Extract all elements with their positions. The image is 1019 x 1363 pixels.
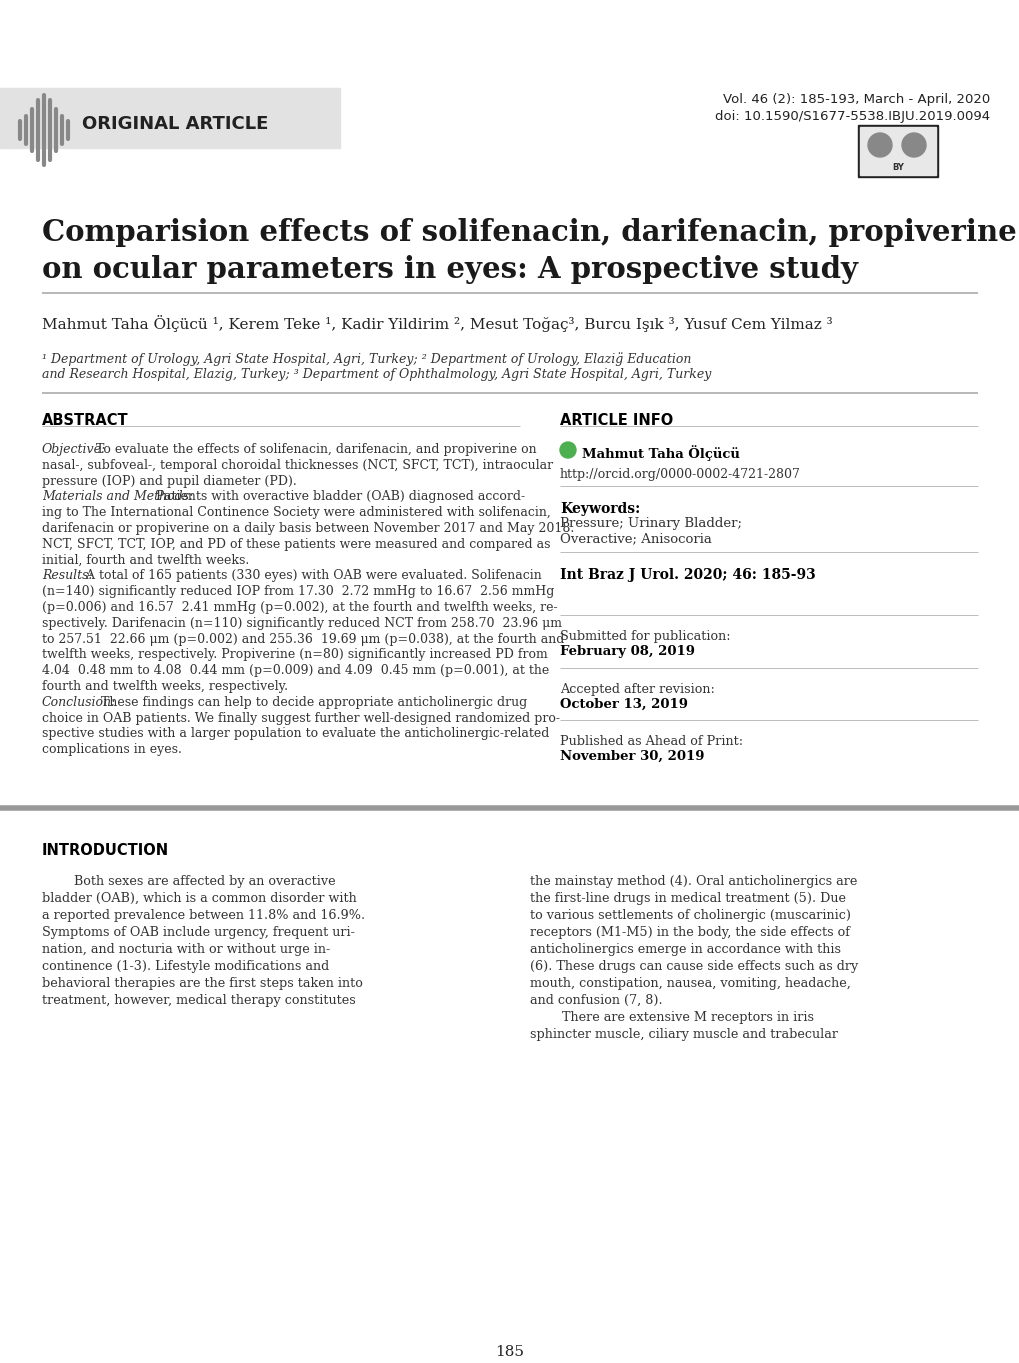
Text: Comparision effects of solifenacin, darifenacin, propiverine: Comparision effects of solifenacin, dari… [42, 218, 1016, 247]
Circle shape [901, 134, 925, 157]
Text: treatment, however, medical therapy constitutes: treatment, however, medical therapy cons… [42, 994, 356, 1007]
Text: These findings can help to decide appropriate anticholinergic drug: These findings can help to decide approp… [97, 695, 527, 709]
Text: 4.04  0.48 mm to 4.08  0.44 mm (p=0.009) and 4.09  0.45 mm (p=0.001), at the: 4.04 0.48 mm to 4.08 0.44 mm (p=0.009) a… [42, 664, 548, 677]
Text: INTRODUCTION: INTRODUCTION [42, 842, 169, 857]
Text: Accepted after revision:: Accepted after revision: [559, 683, 714, 696]
Text: and Research Hospital, Elazig, Turkey; ³ Department of Ophthalmology, Agri State: and Research Hospital, Elazig, Turkey; ³… [42, 368, 710, 382]
Text: darifenacin or propiverine on a daily basis between November 2017 and May 2018.: darifenacin or propiverine on a daily ba… [42, 522, 574, 536]
Text: 185: 185 [495, 1345, 524, 1359]
Text: (p=0.006) and 16.57  2.41 mmHg (p=0.002), at the fourth and twelfth weeks, re-: (p=0.006) and 16.57 2.41 mmHg (p=0.002),… [42, 601, 557, 613]
Text: ABSTRACT: ABSTRACT [42, 413, 128, 428]
Text: (n=140) significantly reduced IOP from 17.30  2.72 mmHg to 16.67  2.56 mmHg: (n=140) significantly reduced IOP from 1… [42, 585, 554, 598]
Text: fourth and twelfth weeks, respectively.: fourth and twelfth weeks, respectively. [42, 680, 287, 692]
Text: Overactive; Anisocoria: Overactive; Anisocoria [559, 532, 711, 545]
Text: iD: iD [562, 448, 572, 457]
Text: Conclusion:: Conclusion: [42, 695, 116, 709]
Text: cc: cc [873, 139, 884, 149]
Text: ¹ Department of Urology, Agri State Hospital, Agri, Turkey; ² Department of Urol: ¹ Department of Urology, Agri State Hosp… [42, 352, 691, 365]
Text: the mainstay method (4). Oral anticholinergics are: the mainstay method (4). Oral anticholin… [530, 875, 857, 889]
Text: pressure (IOP) and pupil diameter (PD).: pressure (IOP) and pupil diameter (PD). [42, 474, 297, 488]
Text: receptors (M1-M5) in the body, the side effects of: receptors (M1-M5) in the body, the side … [530, 925, 849, 939]
Text: February 08, 2019: February 08, 2019 [559, 645, 694, 658]
Text: ing to The International Continence Society were administered with solifenacin,: ing to The International Continence Soci… [42, 506, 550, 519]
Text: Pressure; Urinary Bladder;: Pressure; Urinary Bladder; [559, 517, 741, 530]
Text: sphincter muscle, ciliary muscle and trabecular: sphincter muscle, ciliary muscle and tra… [530, 1028, 838, 1041]
Text: nasal-, subfoveal-, temporal choroidal thicknesses (NCT, SFCT, TCT), intraocular: nasal-, subfoveal-, temporal choroidal t… [42, 459, 552, 472]
Bar [857, 125, 937, 177]
Text: nation, and nocturia with or without urge in-: nation, and nocturia with or without urg… [42, 943, 330, 955]
Text: mouth, constipation, nausea, vomiting, headache,: mouth, constipation, nausea, vomiting, h… [530, 977, 850, 990]
Text: complications in eyes.: complications in eyes. [42, 743, 181, 756]
Text: choice in OAB patients. We finally suggest further well-designed randomized pro-: choice in OAB patients. We finally sugge… [42, 711, 559, 725]
Text: Materials and Methods:: Materials and Methods: [42, 491, 193, 503]
Text: November 30, 2019: November 30, 2019 [559, 750, 704, 763]
Text: ORIGINAL ARTICLE: ORIGINAL ARTICLE [82, 114, 268, 134]
Text: Vol. 46 (2): 185-193, March - April, 2020: Vol. 46 (2): 185-193, March - April, 202… [722, 93, 989, 106]
Text: Symptoms of OAB include urgency, frequent uri-: Symptoms of OAB include urgency, frequen… [42, 925, 355, 939]
Text: Int Braz J Urol. 2020; 46: 185-93: Int Braz J Urol. 2020; 46: 185-93 [559, 568, 815, 582]
Text: spective studies with a larger population to evaluate the anticholinergic-relate: spective studies with a larger populatio… [42, 728, 549, 740]
Text: Published as Ahead of Print:: Published as Ahead of Print: [559, 735, 743, 748]
Text: continence (1-3). Lifestyle modifications and: continence (1-3). Lifestyle modification… [42, 960, 329, 973]
Text: ⓘ: ⓘ [909, 139, 917, 153]
Bar [859, 127, 935, 174]
Text: on ocular parameters in eyes: A prospective study: on ocular parameters in eyes: A prospect… [42, 255, 857, 284]
Bar [0, 89, 339, 149]
Text: http://orcid.org/0000-0002-4721-2807: http://orcid.org/0000-0002-4721-2807 [559, 468, 800, 481]
Text: Submitted for publication:: Submitted for publication: [559, 630, 730, 643]
Text: Results:: Results: [42, 570, 93, 582]
Text: There are extensive M receptors in iris: There are extensive M receptors in iris [530, 1011, 813, 1024]
Text: to various settlements of cholinergic (muscarinic): to various settlements of cholinergic (m… [530, 909, 850, 921]
Text: Objective:: Objective: [42, 443, 106, 457]
Text: Keywords:: Keywords: [559, 502, 640, 517]
Text: doi: 10.1590/S1677-5538.IBJU.2019.0094: doi: 10.1590/S1677-5538.IBJU.2019.0094 [714, 110, 989, 123]
Text: Mahmut Taha Ölçücü: Mahmut Taha Ölçücü [582, 446, 739, 461]
Text: twelfth weeks, respectively. Propiverine (n=80) significantly increased PD from: twelfth weeks, respectively. Propiverine… [42, 649, 547, 661]
Text: Patients with overactive bladder (OAB) diagnosed accord-: Patients with overactive bladder (OAB) d… [152, 491, 525, 503]
Text: behavioral therapies are the first steps taken into: behavioral therapies are the first steps… [42, 977, 363, 990]
Text: To evaluate the effects of solifenacin, darifenacin, and propiverine on: To evaluate the effects of solifenacin, … [92, 443, 536, 457]
Text: bladder (OAB), which is a common disorder with: bladder (OAB), which is a common disorde… [42, 891, 357, 905]
Text: Both sexes are affected by an overactive: Both sexes are affected by an overactive [42, 875, 335, 889]
Text: A total of 165 patients (330 eyes) with OAB were evaluated. Solifenacin: A total of 165 patients (330 eyes) with … [82, 570, 541, 582]
Text: anticholinergics emerge in accordance with this: anticholinergics emerge in accordance wi… [530, 943, 841, 955]
Text: initial, fourth and twelfth weeks.: initial, fourth and twelfth weeks. [42, 553, 249, 567]
Circle shape [559, 442, 576, 458]
Text: the first-line drugs in medical treatment (5). Due: the first-line drugs in medical treatmen… [530, 891, 845, 905]
Text: (6). These drugs can cause side effects such as dry: (6). These drugs can cause side effects … [530, 960, 857, 973]
Text: and confusion (7, 8).: and confusion (7, 8). [530, 994, 662, 1007]
Text: spectively. Darifenacin (n=110) significantly reduced NCT from 258.70  23.96 μm: spectively. Darifenacin (n=110) signific… [42, 617, 561, 630]
Text: BY: BY [892, 164, 903, 172]
Circle shape [867, 134, 892, 157]
Text: a reported prevalence between 11.8% and 16.9%.: a reported prevalence between 11.8% and … [42, 909, 365, 921]
Text: October 13, 2019: October 13, 2019 [559, 698, 688, 711]
Text: NCT, SFCT, TCT, IOP, and PD of these patients were measured and compared as: NCT, SFCT, TCT, IOP, and PD of these pat… [42, 538, 550, 551]
Text: Mahmut Taha Ölçücü ¹, Kerem Teke ¹, Kadir Yildirim ², Mesut Toğaç³, Burcu Işık ³: Mahmut Taha Ölçücü ¹, Kerem Teke ¹, Kadi… [42, 315, 832, 333]
Text: to 257.51  22.66 μm (p=0.002) and 255.36  19.69 μm (p=0.038), at the fourth and: to 257.51 22.66 μm (p=0.002) and 255.36 … [42, 632, 564, 646]
Text: ARTICLE INFO: ARTICLE INFO [559, 413, 673, 428]
